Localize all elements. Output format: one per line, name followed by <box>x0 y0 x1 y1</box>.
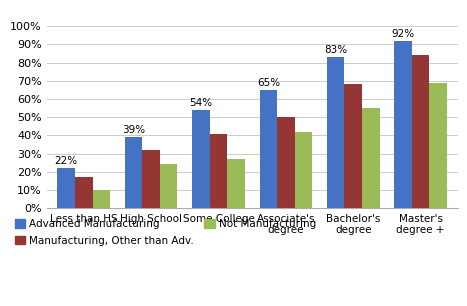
Bar <box>394 41 412 208</box>
Bar <box>192 110 210 208</box>
Bar <box>327 57 345 208</box>
Bar <box>260 90 277 208</box>
Bar <box>295 132 312 208</box>
Text: 39%: 39% <box>122 125 145 135</box>
Bar <box>75 177 92 208</box>
Bar <box>57 168 75 208</box>
Bar <box>210 133 227 208</box>
Bar <box>345 84 362 208</box>
Bar <box>429 83 447 208</box>
Bar <box>362 108 380 208</box>
Text: 92%: 92% <box>391 28 415 39</box>
Bar <box>92 190 110 208</box>
Text: 83%: 83% <box>324 45 347 55</box>
Bar <box>277 117 295 208</box>
Legend: Advanced Manufacturing, Manufacturing, Other than Adv., Not Manufacturing: Advanced Manufacturing, Manufacturing, O… <box>14 219 316 246</box>
Bar <box>142 150 160 208</box>
Bar <box>160 164 177 208</box>
Text: 65%: 65% <box>257 78 280 88</box>
Bar <box>227 159 245 208</box>
Text: 54%: 54% <box>190 98 212 108</box>
Text: 22%: 22% <box>55 156 78 166</box>
Bar <box>125 137 142 208</box>
Bar <box>412 55 429 208</box>
